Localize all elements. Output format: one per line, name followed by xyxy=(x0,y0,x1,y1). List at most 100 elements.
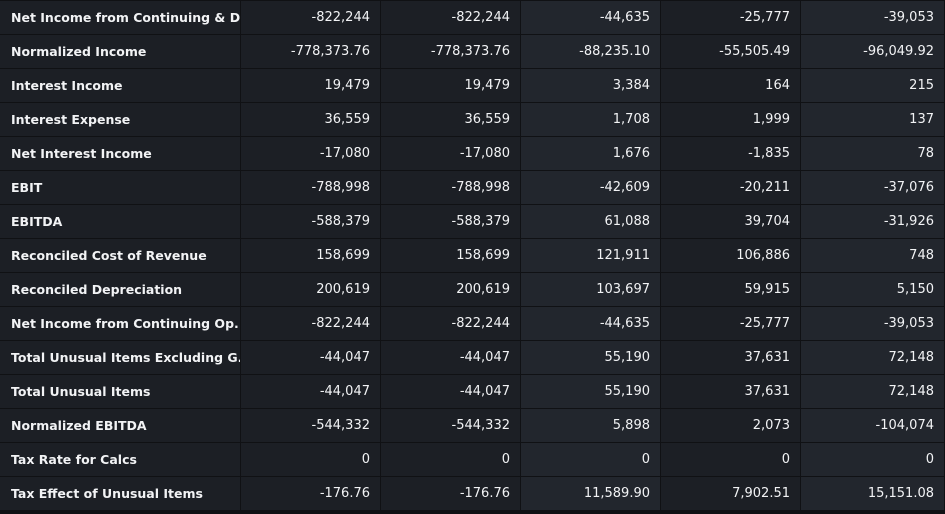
table-row: Tax Effect of Unusual Items -176.76 -176… xyxy=(0,476,945,510)
row-label: Normalized EBITDA xyxy=(0,409,240,442)
value-cell: -37,076 xyxy=(801,171,944,204)
value-cell: -44,047 xyxy=(241,341,380,374)
value-cell: 37,631 xyxy=(661,341,800,374)
value-cell: -822,244 xyxy=(241,1,380,34)
value-cell: -176.76 xyxy=(381,477,520,510)
value-cell: 78 xyxy=(801,137,944,170)
table-row: Total Unusual Items -44,047 -44,047 55,1… xyxy=(0,374,945,408)
value-cell: -44,047 xyxy=(241,375,380,408)
table-row: Tax Rate for Calcs 0 0 0 0 0 xyxy=(0,442,945,476)
value-cell: 0 xyxy=(521,443,660,476)
value-cell: 1,676 xyxy=(521,137,660,170)
value-cell: -778,373.76 xyxy=(381,35,520,68)
value-cell: -588,379 xyxy=(241,205,380,238)
value-cell: -44,047 xyxy=(381,341,520,374)
value-cell: -822,244 xyxy=(381,307,520,340)
value-cell: 215 xyxy=(801,69,944,102)
value-cell: 19,479 xyxy=(381,69,520,102)
value-cell: 19,479 xyxy=(241,69,380,102)
value-cell: -822,244 xyxy=(381,1,520,34)
value-cell: 3,384 xyxy=(521,69,660,102)
value-cell: 11,589.90 xyxy=(521,477,660,510)
value-cell: -44,635 xyxy=(521,307,660,340)
value-cell: -44,635 xyxy=(521,1,660,34)
value-cell: -104,074 xyxy=(801,409,944,442)
value-cell: -778,373.76 xyxy=(241,35,380,68)
value-cell: 61,088 xyxy=(521,205,660,238)
value-cell: 5,150 xyxy=(801,273,944,306)
value-cell: -17,080 xyxy=(381,137,520,170)
value-cell: 748 xyxy=(801,239,944,272)
value-cell: -39,053 xyxy=(801,1,944,34)
value-cell: 200,619 xyxy=(381,273,520,306)
value-cell: -96,049.92 xyxy=(801,35,944,68)
value-cell: -588,379 xyxy=(381,205,520,238)
value-cell: 39,704 xyxy=(661,205,800,238)
table-row: Interest Income 19,479 19,479 3,384 164 … xyxy=(0,68,945,102)
table-row: Interest Expense 36,559 36,559 1,708 1,9… xyxy=(0,102,945,136)
value-cell: 0 xyxy=(661,443,800,476)
row-label: Interest Expense xyxy=(0,103,240,136)
row-label: Normalized Income xyxy=(0,35,240,68)
value-cell: 15,151.08 xyxy=(801,477,944,510)
row-label: Reconciled Cost of Revenue xyxy=(0,239,240,272)
value-cell: -176.76 xyxy=(241,477,380,510)
value-cell: 158,699 xyxy=(241,239,380,272)
value-cell: 164 xyxy=(661,69,800,102)
row-label: EBITDA xyxy=(0,205,240,238)
value-cell: -88,235.10 xyxy=(521,35,660,68)
row-label: Net Income from Continuing & D... xyxy=(0,1,240,34)
table-row: Normalized Income -778,373.76 -778,373.7… xyxy=(0,34,945,68)
row-label: Total Unusual Items Excluding G... xyxy=(0,341,240,374)
value-cell: 0 xyxy=(801,443,944,476)
value-cell: 37,631 xyxy=(661,375,800,408)
value-cell: -788,998 xyxy=(381,171,520,204)
value-cell: -822,244 xyxy=(241,307,380,340)
value-cell: -17,080 xyxy=(241,137,380,170)
value-cell: 5,898 xyxy=(521,409,660,442)
row-label: Interest Income xyxy=(0,69,240,102)
value-cell: 0 xyxy=(381,443,520,476)
table-row: Normalized EBITDA -544,332 -544,332 5,89… xyxy=(0,408,945,442)
value-cell: -788,998 xyxy=(241,171,380,204)
table-row: Net Interest Income -17,080 -17,080 1,67… xyxy=(0,136,945,170)
value-cell: -1,835 xyxy=(661,137,800,170)
value-cell: 7,902.51 xyxy=(661,477,800,510)
value-cell: 0 xyxy=(241,443,380,476)
value-cell: 2,073 xyxy=(661,409,800,442)
row-label: Reconciled Depreciation xyxy=(0,273,240,306)
row-label: Net Interest Income xyxy=(0,137,240,170)
value-cell: -31,926 xyxy=(801,205,944,238)
value-cell: -44,047 xyxy=(381,375,520,408)
table-row: Net Income from Continuing Op... -822,24… xyxy=(0,306,945,340)
value-cell: -20,211 xyxy=(661,171,800,204)
value-cell: 1,708 xyxy=(521,103,660,136)
value-cell: 72,148 xyxy=(801,341,944,374)
value-cell: 36,559 xyxy=(381,103,520,136)
value-cell: 121,911 xyxy=(521,239,660,272)
value-cell: 36,559 xyxy=(241,103,380,136)
value-cell: 137 xyxy=(801,103,944,136)
value-cell: 200,619 xyxy=(241,273,380,306)
value-cell: -55,505.49 xyxy=(661,35,800,68)
value-cell: 158,699 xyxy=(381,239,520,272)
value-cell: -544,332 xyxy=(381,409,520,442)
table-row: EBITDA -588,379 -588,379 61,088 39,704 -… xyxy=(0,204,945,238)
row-label: Net Income from Continuing Op... xyxy=(0,307,240,340)
row-label: Tax Effect of Unusual Items xyxy=(0,477,240,510)
value-cell: 103,697 xyxy=(521,273,660,306)
value-cell: 106,886 xyxy=(661,239,800,272)
row-label: Tax Rate for Calcs xyxy=(0,443,240,476)
value-cell: -544,332 xyxy=(241,409,380,442)
value-cell: -39,053 xyxy=(801,307,944,340)
table-row: Reconciled Cost of Revenue 158,699 158,6… xyxy=(0,238,945,272)
value-cell: 72,148 xyxy=(801,375,944,408)
table-row: Total Unusual Items Excluding G... -44,0… xyxy=(0,340,945,374)
value-cell: 55,190 xyxy=(521,341,660,374)
table-row: Reconciled Depreciation 200,619 200,619 … xyxy=(0,272,945,306)
value-cell: -25,777 xyxy=(661,307,800,340)
value-cell: 55,190 xyxy=(521,375,660,408)
value-cell: 1,999 xyxy=(661,103,800,136)
row-label: EBIT xyxy=(0,171,240,204)
